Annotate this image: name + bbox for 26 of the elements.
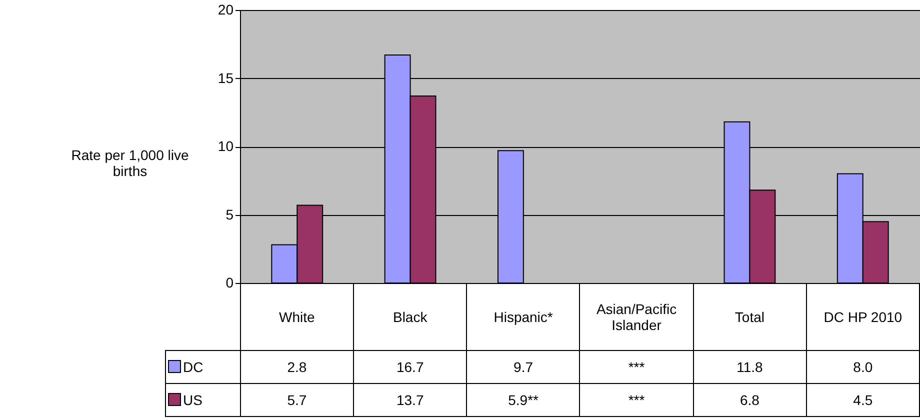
x-tick-label: Asian/Pacific Islander (580, 284, 694, 350)
y-tick-label: 5 (226, 206, 234, 222)
legend-label: DC (166, 350, 240, 384)
data-label: 13.7 (354, 384, 467, 416)
text: 5.9** (508, 392, 538, 408)
text: *** (628, 392, 645, 408)
data-label: 6.8 (693, 384, 806, 416)
y-tick-label: 10 (218, 138, 234, 154)
y-axis-title: Rate per 1,000 live births (70, 147, 190, 179)
data-label: 4.5 (806, 384, 920, 416)
data-label: 9.7 (466, 350, 580, 384)
data-label: 8.0 (806, 350, 920, 384)
x-tick-label: Black (354, 284, 467, 350)
y-tick-label: 15 (218, 70, 234, 86)
data-label: 2.8 (240, 350, 354, 384)
x-tick-label: White (240, 284, 354, 350)
text: *** (628, 359, 645, 375)
y-tick-label: 0 (226, 274, 234, 290)
x-tick-label: Total (693, 284, 806, 350)
data-label: 5.7 (240, 384, 354, 416)
x-tick-label: DC HP 2010 (806, 284, 920, 350)
data-label: 16.7 (354, 350, 467, 384)
y-tick-label: 20 (218, 2, 234, 18)
legend-label: US (166, 384, 240, 416)
data-label: 11.8 (693, 350, 806, 384)
x-tick-label: Hispanic* (466, 284, 580, 350)
